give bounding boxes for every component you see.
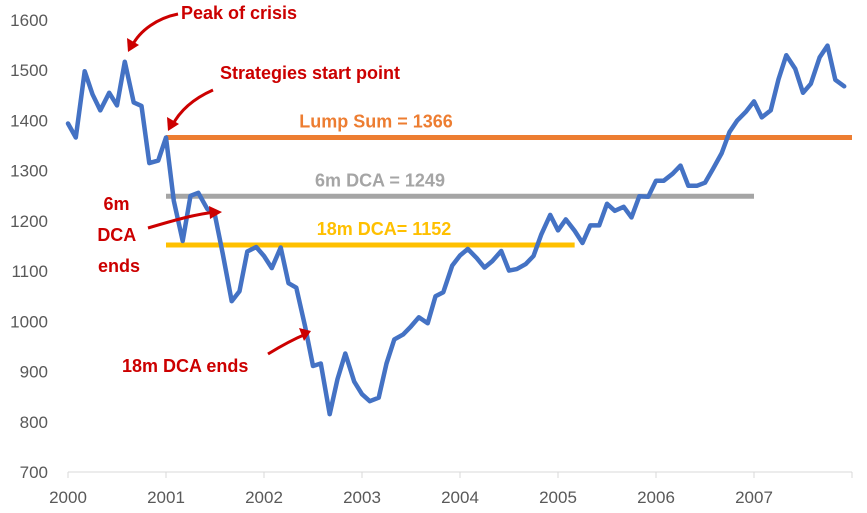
y-tick-label: 1300 bbox=[10, 162, 48, 181]
y-tick-label: 700 bbox=[20, 463, 48, 482]
reference-lines bbox=[166, 135, 852, 248]
annotation-18m-dca-ends: 18m DCA ends bbox=[122, 356, 248, 376]
arrowhead-18m-dca bbox=[299, 328, 311, 341]
annotation-6m-dca-line3: ends bbox=[98, 256, 140, 276]
y-tick-label: 1100 bbox=[11, 262, 48, 281]
y-tick-label: 1600 bbox=[10, 11, 48, 30]
x-tick-label: 2001 bbox=[147, 488, 185, 507]
annotation-peak-of-crisis: Peak of crisis bbox=[181, 3, 297, 23]
y-tick-label: 800 bbox=[20, 413, 48, 432]
y-tick-label: 900 bbox=[20, 363, 48, 382]
x-tick-label: 2005 bbox=[539, 488, 577, 507]
annotation-6m-dca-ends: 6m DCA ends bbox=[97, 194, 140, 276]
annotation-arrowheads bbox=[127, 38, 311, 341]
series-line bbox=[65, 43, 847, 417]
y-axis-ticks: 700 800 900 1000 1100 1200 1300 1400 1500 1600 bbox=[10, 11, 48, 482]
annotation-6m-dca-line1: 6m bbox=[103, 194, 129, 214]
arrow-18m-dca bbox=[267, 332, 307, 356]
arrow-6m-dca bbox=[147, 210, 217, 230]
annotation-6m-dca-line2: DCA bbox=[97, 225, 136, 245]
x-tick-label: 2004 bbox=[441, 488, 479, 507]
y-tick-label: 1500 bbox=[10, 61, 48, 80]
arrowhead-strategies-start bbox=[167, 117, 179, 131]
reference-line-label: Lump Sum = 1366 bbox=[299, 112, 453, 132]
y-tick-label: 1000 bbox=[10, 312, 48, 331]
annotation-strategies-start: Strategies start point bbox=[220, 63, 400, 83]
y-tick-label: 1400 bbox=[10, 111, 48, 130]
x-tick-label: 2006 bbox=[637, 488, 675, 507]
reference-line-label: 6m DCA = 1249 bbox=[315, 170, 445, 190]
arrowhead-6m-dca bbox=[209, 206, 222, 219]
reference-labels: Lump Sum = 1366 6m DCA = 1249 18m DCA= 115… bbox=[299, 112, 453, 239]
reference-line-label: 18m DCA= 1152 bbox=[317, 219, 452, 239]
x-tick-label: 2007 bbox=[735, 488, 773, 507]
arrowhead-peak-of-crisis bbox=[127, 38, 139, 52]
y-tick-label: 1200 bbox=[10, 212, 48, 231]
x-tick-label: 2002 bbox=[245, 488, 283, 507]
x-tick-label: 2000 bbox=[49, 488, 87, 507]
arrow-strategies-start bbox=[170, 88, 214, 127]
x-axis-ticks: 2000 2001 2002 2003 2004 2005 2006 2007 bbox=[49, 472, 853, 507]
arrow-peak-of-crisis bbox=[130, 12, 179, 47]
x-tick-label: 2003 bbox=[343, 488, 381, 507]
